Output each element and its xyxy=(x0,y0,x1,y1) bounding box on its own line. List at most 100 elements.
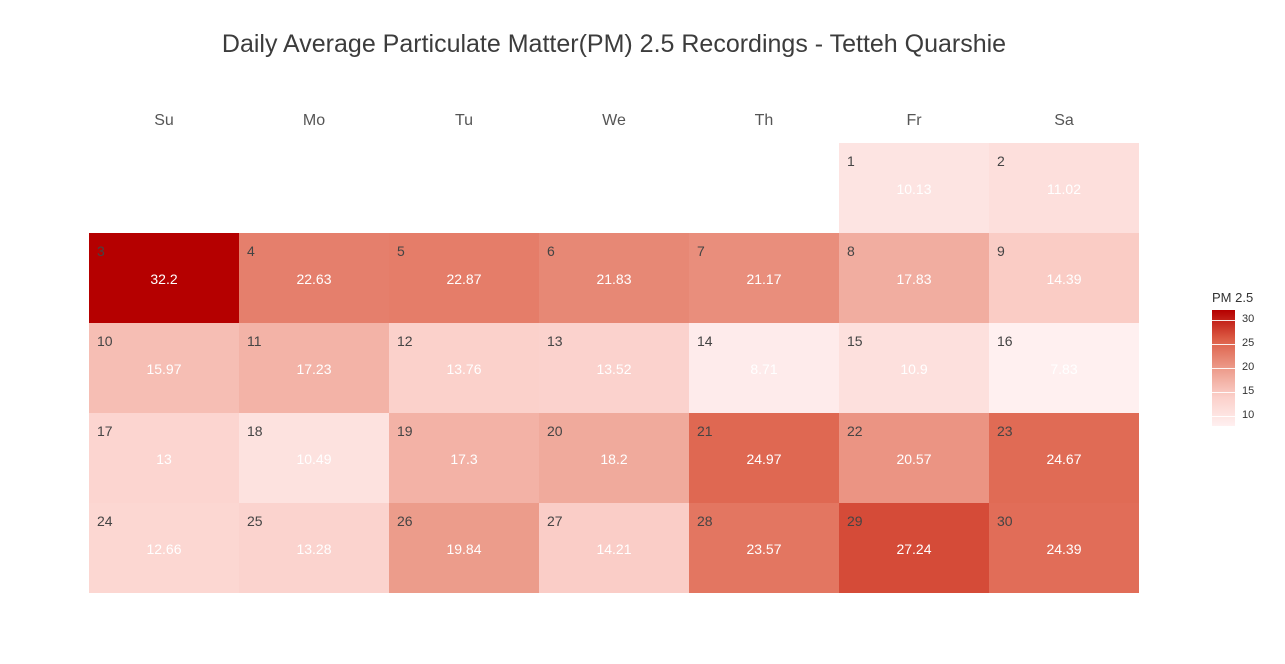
cell-value-label: 12.66 xyxy=(146,541,182,557)
day-number: 28 xyxy=(697,513,713,529)
cell-value-label: 13 xyxy=(156,451,172,467)
legend-title: PM 2.5 xyxy=(1212,290,1254,305)
heatmap-cell: 7 21.17 xyxy=(689,233,839,323)
cell-value-label: 10.13 xyxy=(896,181,932,197)
day-number: 4 xyxy=(247,243,255,259)
cell-value-label: 7.83 xyxy=(1050,361,1078,377)
heatmap-cell: 13 13.52 xyxy=(539,323,689,413)
heatmap-cell: 12 13.76 xyxy=(389,323,539,413)
heatmap-cell: 20 18.2 xyxy=(539,413,689,503)
heatmap-cell: 3 32.2 xyxy=(89,233,239,323)
day-number: 11 xyxy=(247,333,262,349)
day-number: 26 xyxy=(397,513,413,529)
day-number: 16 xyxy=(997,333,1013,349)
heatmap-cell: 19 17.3 xyxy=(389,413,539,503)
legend-tick-mark xyxy=(1212,391,1235,393)
legend-tick-label: 30 xyxy=(1242,313,1255,326)
day-number: 25 xyxy=(247,513,263,529)
day-number: 19 xyxy=(397,423,413,439)
cell-value-label: 17.3 xyxy=(450,451,478,467)
cell-value-label: 21.17 xyxy=(746,271,782,287)
day-number: 23 xyxy=(997,423,1013,439)
cell-value-label: 24.97 xyxy=(746,451,782,467)
heatmap-cell: 30 24.39 xyxy=(989,503,1139,593)
legend-color-bar xyxy=(1212,310,1235,426)
legend-tick-label: 10 xyxy=(1242,408,1255,421)
day-number: 14 xyxy=(697,333,713,349)
cell-value-label: 23.57 xyxy=(746,541,782,557)
legend-tick-label: 15 xyxy=(1242,384,1255,397)
day-number: 9 xyxy=(997,243,1005,259)
chart-title: Daily Average Particulate Matter(PM) 2.5… xyxy=(221,30,1007,58)
heatmap-cell: 2 11.02 xyxy=(989,143,1139,233)
heatmap-cell: 25 13.28 xyxy=(239,503,389,593)
legend-tick-mark xyxy=(1212,368,1235,370)
cell-value-label: 19.84 xyxy=(446,541,482,557)
day-number: 1 xyxy=(847,153,855,169)
cell-value-label: 14.39 xyxy=(1046,271,1082,287)
cell-value-label: 18.2 xyxy=(600,451,628,467)
day-number: 3 xyxy=(97,243,105,259)
day-number: 27 xyxy=(547,513,563,529)
heatmap-cell: 27 14.21 xyxy=(539,503,689,593)
day-number: 18 xyxy=(247,423,263,439)
heatmap-cell: 22 20.57 xyxy=(839,413,989,503)
cell-value-label: 8.71 xyxy=(750,361,778,377)
day-number: 22 xyxy=(847,423,863,439)
legend-tick-mark xyxy=(1212,344,1235,346)
legend-tick-label: 25 xyxy=(1242,337,1255,350)
weekday-label: Sa xyxy=(1054,112,1074,129)
cell-value-label: 14.21 xyxy=(596,541,632,557)
weekday-label: Su xyxy=(154,112,174,129)
day-number: 10 xyxy=(97,333,113,349)
cell-value-label: 24.67 xyxy=(1046,451,1082,467)
day-number: 29 xyxy=(847,513,863,529)
weekday-label: We xyxy=(602,112,626,129)
cell-value-label: 13.28 xyxy=(296,541,332,557)
cell-value-label: 11.02 xyxy=(1047,181,1081,197)
heatmap-cell: 18 10.49 xyxy=(239,413,389,503)
heatmap-cell: 14 8.71 xyxy=(689,323,839,413)
heatmap-cell: 6 21.83 xyxy=(539,233,689,323)
cell-value-label: 13.52 xyxy=(596,361,632,377)
heatmap-cell: 21 24.97 xyxy=(689,413,839,503)
heatmap-cell: 28 23.57 xyxy=(689,503,839,593)
day-number: 21 xyxy=(697,423,713,439)
heatmap-cell: 4 22.63 xyxy=(239,233,389,323)
legend-tick-mark xyxy=(1212,320,1235,322)
day-number: 20 xyxy=(547,423,563,439)
day-number: 12 xyxy=(397,333,413,349)
cell-value-label: 20.57 xyxy=(896,451,932,467)
heatmap-cell: 23 24.67 xyxy=(989,413,1139,503)
day-number: 7 xyxy=(697,243,705,259)
day-number: 15 xyxy=(847,333,863,349)
heatmap-cell: 10 15.97 xyxy=(89,323,239,413)
heatmap-cell: 26 19.84 xyxy=(389,503,539,593)
heatmap-cell: 24 12.66 xyxy=(89,503,239,593)
heatmap-cell: 8 17.83 xyxy=(839,233,989,323)
heatmap-cell: 17 13 xyxy=(89,413,239,503)
day-number: 24 xyxy=(97,513,113,529)
weekday-label: Mo xyxy=(302,112,326,129)
day-number: 17 xyxy=(97,423,113,439)
weekday-label: Fr xyxy=(906,112,922,129)
heatmap-cell: 16 7.83 xyxy=(989,323,1139,413)
cell-value-label: 17.83 xyxy=(896,271,932,287)
day-number: 5 xyxy=(397,243,405,259)
cell-value-label: 17.23 xyxy=(296,361,332,377)
cell-value-label: 10.9 xyxy=(900,361,928,377)
heatmap-cell: 1 10.13 xyxy=(839,143,989,233)
cell-value-label: 15.97 xyxy=(146,361,182,377)
cell-value-label: 21.83 xyxy=(596,271,632,287)
day-number: 30 xyxy=(997,513,1013,529)
heatmap-cell: 5 22.87 xyxy=(389,233,539,323)
weekday-label: Tu xyxy=(454,112,474,129)
day-number: 2 xyxy=(997,153,1005,169)
cell-value-label: 27.24 xyxy=(896,541,932,557)
cell-value-label: 13.76 xyxy=(446,361,482,377)
heatmap-cell: 29 27.24 xyxy=(839,503,989,593)
heatmap-cell: 11 17.23 xyxy=(239,323,389,413)
legend-tick-label: 20 xyxy=(1242,361,1255,374)
weekday-label: Th xyxy=(754,112,774,129)
cell-value-label: 32.2 xyxy=(150,271,178,287)
